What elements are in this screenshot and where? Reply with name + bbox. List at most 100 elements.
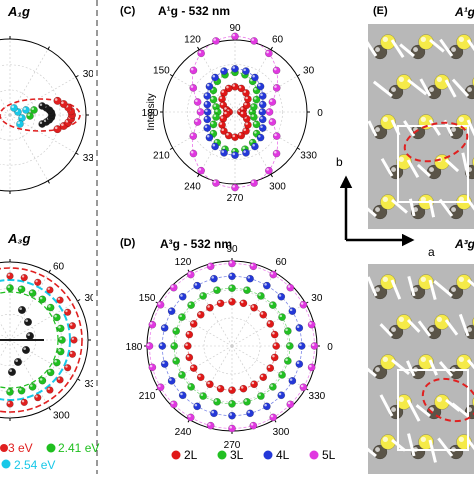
point-highlight [48, 370, 51, 373]
point-5L [273, 84, 280, 91]
point-highlight [189, 384, 192, 387]
point-2L [240, 111, 247, 118]
point-4L [298, 342, 305, 349]
point-highlight [55, 98, 58, 101]
point-highlight [158, 302, 161, 305]
point-3L [173, 327, 180, 334]
point-highlight [61, 123, 64, 126]
point-highlight [195, 99, 198, 102]
point-highlight [162, 325, 165, 328]
point-black [14, 358, 22, 366]
point-body [168, 308, 175, 315]
point-green [39, 377, 46, 384]
point-body [263, 282, 270, 289]
point-highlight [272, 355, 275, 358]
point-black [26, 332, 34, 340]
point-cyan [16, 120, 23, 127]
point-highlight [201, 293, 204, 296]
point-3L [188, 383, 195, 390]
point-highlight [187, 355, 190, 358]
point-5L [270, 414, 277, 421]
point-body [173, 357, 180, 364]
point-body [231, 134, 238, 141]
point-highlight [207, 382, 210, 385]
point-highlight [274, 85, 277, 88]
point-highlight [226, 86, 229, 89]
point-highlight [30, 291, 33, 294]
panel-c-label: (C) [120, 5, 136, 17]
point-highlight [58, 378, 60, 380]
point-body [168, 377, 175, 384]
point-body [149, 364, 156, 371]
point-highlight [232, 153, 235, 156]
point-highlight [222, 69, 225, 72]
point-body [296, 324, 303, 331]
point-body [6, 284, 13, 291]
left-legend: 3 eV 2.41 eV 2.54 eV [0, 441, 99, 472]
point-highlight [245, 97, 248, 100]
point-highlight [270, 303, 273, 306]
point-body [228, 285, 235, 292]
point-body [170, 401, 177, 408]
point-highlight [264, 404, 267, 407]
point-highlight [213, 144, 216, 147]
point-body [64, 309, 71, 316]
point-highlight [285, 358, 288, 361]
point-body [187, 414, 194, 421]
point-body [29, 290, 36, 297]
polar-grid-spoke [0, 115, 10, 153]
polar-tick [78, 300, 81, 302]
point-highlight [375, 287, 380, 292]
point-body [53, 314, 60, 321]
point-5L [308, 321, 315, 328]
point-4L [278, 392, 285, 399]
point-body [289, 308, 296, 315]
point-highlight [211, 97, 214, 100]
angle-tick-label: 60 [272, 34, 284, 45]
point-body [212, 113, 219, 120]
point-5L [228, 425, 235, 432]
point-highlight [260, 109, 263, 112]
point-highlight [191, 366, 194, 369]
point-highlight [229, 261, 232, 264]
point-highlight [205, 117, 208, 120]
point-highlight [391, 87, 396, 92]
point-highlight [459, 357, 464, 362]
point-highlight [187, 332, 190, 335]
point-4L [161, 324, 168, 331]
point-5L [170, 401, 177, 408]
point-highlight [48, 288, 50, 290]
point-highlight [258, 84, 261, 87]
point-body [71, 337, 78, 344]
point-highlight [211, 131, 214, 134]
point-highlight [229, 286, 232, 289]
point-4L [220, 68, 227, 75]
angle-tick-label: 330 [309, 391, 326, 402]
point-red [69, 351, 76, 358]
point-highlight [191, 85, 194, 88]
point-highlight [188, 415, 191, 418]
point-body [228, 425, 235, 432]
point-highlight [272, 332, 275, 335]
point-highlight [198, 375, 201, 378]
point-body [7, 401, 14, 408]
point-5L [287, 284, 294, 291]
panel-e-bottom-label: A³g [454, 237, 474, 251]
point-highlight [239, 133, 242, 136]
point-highlight [413, 47, 418, 52]
point-highlight [383, 357, 388, 362]
point-highlight [232, 66, 235, 69]
point-body [57, 348, 64, 355]
point-3L [286, 342, 293, 349]
polar-grid-spoke [0, 115, 10, 181]
point-highlight [160, 343, 163, 346]
point-3L [243, 287, 250, 294]
point-body [259, 124, 266, 131]
point-highlight [243, 129, 246, 132]
point-highlight [421, 37, 426, 42]
point-5L [190, 67, 197, 74]
point-body [259, 116, 266, 123]
point-highlight [226, 133, 229, 136]
point-body [159, 342, 166, 349]
point-highlight [48, 388, 50, 390]
